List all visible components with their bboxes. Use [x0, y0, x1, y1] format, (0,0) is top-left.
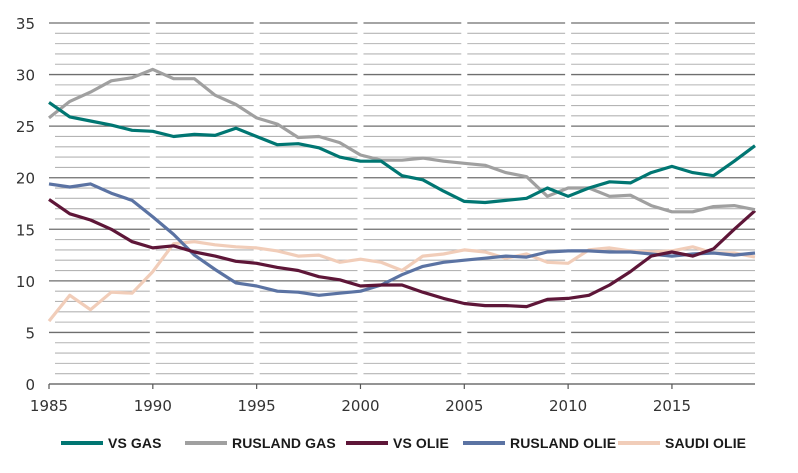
series-line-vs-gas [48, 101, 756, 205]
line-chart: 0 5 10 15 20 25 30 35 1985 1990 1995 2000 2005 2010 2… [16, 15, 757, 415]
legend-swatch-vs-gas [61, 441, 103, 445]
x-tick-label: 2010 [549, 397, 587, 415]
y-tick-label: 0 [25, 376, 35, 394]
legend-item-saudi-olie: SAUDI OLIE [618, 432, 746, 454]
series-line-rusland-olie [48, 182, 756, 297]
legend-item-vs-olie: VS OLIE [346, 432, 449, 454]
series-line-rusland-gas [48, 67, 756, 214]
x-tick-label: 1995 [238, 397, 276, 415]
y-tick-label: 15 [16, 221, 35, 239]
y-tick-label: 20 [16, 170, 35, 188]
y-axis-ticks: 0 5 10 15 20 25 30 35 [16, 15, 35, 394]
legend-label-rusland-olie: RUSLAND OLIE [510, 435, 617, 451]
y-tick-label: 25 [16, 118, 35, 136]
legend-label-vs-gas: VS GAS [108, 435, 162, 451]
x-tick-label: 1985 [30, 397, 68, 415]
y-tick-label: 5 [25, 324, 35, 342]
series-lines [47, 67, 757, 323]
x-tick-label: 2000 [341, 397, 379, 415]
legend-swatch-rusland-olie [463, 441, 505, 445]
x-tick-label: 2005 [445, 397, 483, 415]
legend-swatch-saudi-olie [618, 441, 660, 445]
legend-item-rusland-gas: RUSLAND GAS [185, 432, 336, 454]
legend-label-vs-olie: VS OLIE [393, 435, 449, 451]
legend-swatch-rusland-gas [185, 441, 227, 445]
x-axis-ticks: 1985 1990 1995 2000 2005 2010 2015 [30, 384, 691, 415]
legend-swatch-vs-olie [346, 441, 388, 445]
gridlines [49, 22, 755, 375]
y-tick-label: 30 [16, 67, 35, 85]
y-tick-label: 10 [16, 273, 35, 291]
legend-item-rusland-olie: RUSLAND OLIE [463, 432, 616, 454]
legend-label-rusland-gas: RUSLAND GAS [232, 435, 336, 451]
x-tick-label: 2015 [653, 397, 691, 415]
legend-label-saudi-olie: SAUDI OLIE [665, 435, 747, 451]
x-tick-label: 1990 [134, 397, 172, 415]
legend-item-vs-gas: VS GAS [61, 432, 162, 454]
legend: VS GAS RUSLAND GAS VS OLIE RUSLAND OLIE … [0, 432, 798, 454]
y-tick-label: 35 [16, 15, 35, 33]
series-line-vs-olie [48, 198, 757, 309]
